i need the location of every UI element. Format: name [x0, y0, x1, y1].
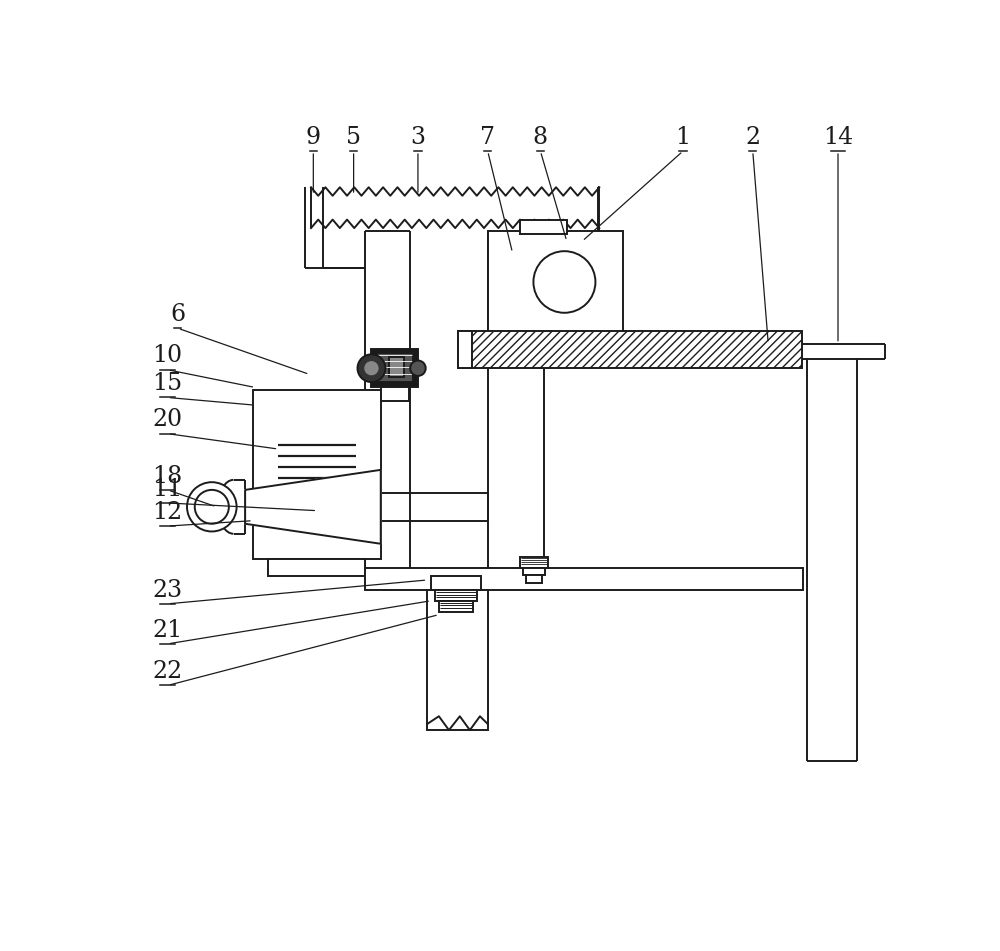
Text: 5: 5	[346, 126, 361, 148]
Circle shape	[195, 490, 229, 524]
Circle shape	[410, 360, 426, 376]
Text: 7: 7	[480, 126, 495, 148]
Text: 9: 9	[306, 126, 321, 148]
Circle shape	[358, 355, 385, 382]
Bar	[520, 221, 567, 234]
Text: 3: 3	[410, 126, 425, 148]
Bar	[427, 590, 488, 730]
Circle shape	[364, 360, 379, 376]
Circle shape	[187, 482, 237, 532]
Bar	[439, 601, 473, 611]
Text: 2: 2	[745, 126, 760, 148]
Bar	[458, 331, 802, 368]
Text: 22: 22	[152, 660, 183, 683]
Text: 18: 18	[152, 465, 183, 488]
Bar	[435, 590, 477, 601]
Bar	[388, 358, 404, 378]
Bar	[523, 568, 545, 575]
Text: 10: 10	[153, 344, 183, 367]
Bar	[268, 559, 365, 576]
Text: 15: 15	[153, 372, 183, 396]
Text: 8: 8	[533, 126, 548, 148]
Text: 20: 20	[153, 408, 183, 432]
Text: 1: 1	[675, 126, 691, 148]
Text: 23: 23	[153, 578, 183, 602]
Text: 21: 21	[152, 618, 183, 642]
Bar	[371, 349, 418, 387]
Text: 14: 14	[823, 126, 853, 148]
Bar	[526, 575, 542, 583]
Text: 6: 6	[170, 302, 185, 326]
Bar	[458, 331, 472, 368]
Text: 12: 12	[152, 501, 183, 524]
Polygon shape	[245, 470, 381, 544]
Bar	[381, 387, 409, 401]
Circle shape	[533, 251, 595, 313]
Bar	[365, 569, 803, 590]
Text: 11: 11	[152, 477, 183, 500]
Bar	[488, 231, 623, 345]
Bar	[377, 353, 413, 382]
Bar	[520, 557, 548, 568]
Bar	[581, 239, 604, 256]
Bar	[253, 390, 381, 559]
Bar	[431, 576, 481, 590]
